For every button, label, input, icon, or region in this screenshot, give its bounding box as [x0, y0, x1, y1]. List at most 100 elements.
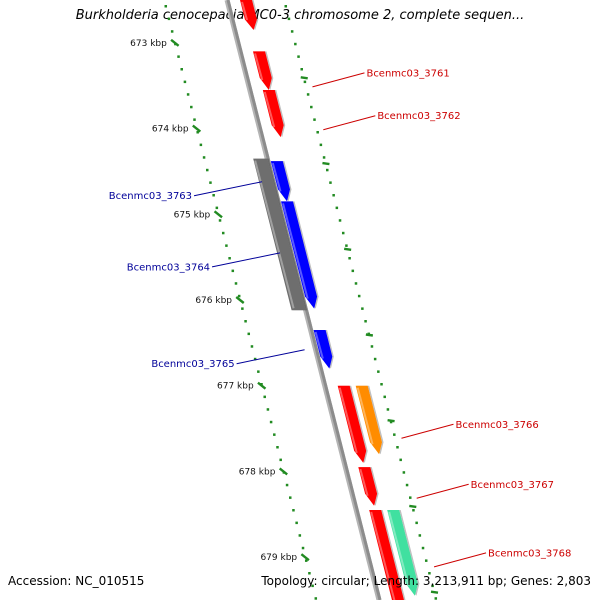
feature-highlight — [359, 468, 369, 496]
gene-label-bcenmc03-3764[interactable]: Bcenmc03_3764 — [127, 262, 210, 273]
kbp-tick-mark — [235, 296, 245, 304]
kbp-tick-label: 677 kbp — [217, 382, 254, 392]
feature-fwd-cds-10[interactable] — [358, 467, 378, 506]
gene-leader-line — [236, 349, 305, 365]
forward-ruler-dot — [329, 181, 332, 184]
feature-highlight — [254, 53, 264, 81]
feature-layer[interactable] — [240, 0, 418, 600]
feature-highlight — [388, 511, 410, 586]
forward-ruler-dot — [348, 257, 351, 260]
gene-leader-line — [193, 181, 263, 197]
forward-ruler-dot — [434, 597, 438, 600]
kbp-tick-mark — [213, 210, 223, 219]
forward-ruler-dot — [361, 307, 364, 310]
reverse-ruler-dot — [212, 194, 215, 197]
kbp-tick-label: 679 kbp — [260, 553, 297, 563]
forward-ruler-dot — [310, 105, 313, 109]
gene-label-bcenmc03-3766[interactable]: Bcenmc03_3766 — [455, 420, 538, 431]
reverse-ruler-dot — [234, 282, 238, 285]
feature-rev-cds-4[interactable] — [270, 161, 290, 202]
feature-highlight — [282, 203, 309, 299]
reverse-ruler-dot — [231, 269, 235, 273]
reverse-ruler-dot — [314, 597, 318, 600]
reverse-ruler-dot — [285, 483, 289, 487]
reverse-ruler-dot — [170, 30, 174, 33]
forward-ruler-dot — [370, 345, 374, 348]
gene-leader-line — [433, 552, 487, 568]
reverse-ruler-dot — [215, 206, 219, 210]
forward-ruler-dot — [424, 559, 428, 562]
forward-ruler-dot — [354, 282, 358, 285]
feature-rev-cds-5[interactable] — [281, 201, 318, 309]
feature-rev-pseudo-6[interactable] — [253, 158, 306, 311]
reverse-ruler-dot — [196, 131, 199, 134]
reverse-ruler-dot — [218, 219, 222, 222]
gene-leader-line — [401, 423, 454, 439]
reverse-ruler-dot — [177, 55, 180, 58]
forward-ruler-dot — [428, 572, 431, 575]
feature-highlight — [254, 160, 295, 309]
feature-rev-cds-7[interactable] — [313, 330, 333, 369]
reverse-ruler-dot — [304, 559, 308, 562]
reverse-ruler-dot — [301, 546, 305, 550]
gene-label-bcenmc03-3763[interactable]: Bcenmc03_3763 — [109, 191, 192, 202]
feature-fwd-extra-12[interactable] — [387, 510, 418, 596]
reverse-ruler-dot — [298, 534, 302, 537]
kbp-minor-tick — [387, 419, 395, 423]
feature-fwd-extra-9[interactable] — [355, 385, 382, 455]
gene-label-bcenmc03-3762[interactable]: Bcenmc03_3762 — [377, 111, 460, 122]
feature-fwd-cds-11[interactable] — [369, 510, 408, 600]
forward-ruler-dot — [332, 194, 335, 197]
forward-ruler-dot — [284, 5, 288, 8]
feature-fwd-cds-8[interactable] — [337, 385, 367, 463]
forward-ruler-dot — [313, 118, 316, 121]
forward-ruler-dot — [412, 509, 415, 512]
gene-leader-line — [211, 252, 281, 268]
forward-ruler-dot — [345, 244, 348, 247]
gene-leader-line — [416, 483, 469, 499]
forward-ruler-dot — [380, 383, 383, 386]
map-title: Burkholderia cenocepacia MC0-3 chromosom… — [75, 8, 525, 23]
kbp-tick-label: 674 kbp — [152, 125, 189, 135]
reverse-ruler-dot — [289, 496, 292, 499]
reverse-ruler-dot — [247, 332, 251, 336]
backbone-layer — [224, 0, 382, 600]
reverse-ruler-dot — [164, 5, 168, 8]
reverse-ruler-dot — [244, 320, 247, 323]
feature-fwd-cds-3[interactable] — [262, 90, 284, 138]
forward-ruler-dot — [396, 446, 399, 449]
forward-ruler-dot — [431, 584, 434, 588]
reverse-ruler-dot — [266, 408, 270, 411]
forward-ruler-dot — [351, 269, 355, 273]
kbp-minor-tick — [430, 590, 439, 594]
forward-ruler-dot — [393, 433, 396, 436]
reverse-ruler-dot — [295, 521, 298, 525]
feature-highlight — [263, 91, 276, 128]
reverse-ruler-dot — [225, 244, 228, 247]
kbp-minor-tick — [409, 504, 417, 509]
reverse-ruler-dot — [180, 68, 183, 71]
forward-ruler-dot — [409, 496, 412, 499]
kbp-tick-label: 678 kbp — [239, 467, 276, 477]
forward-ruler-dot — [341, 231, 345, 235]
forward-ruler-dot — [405, 483, 409, 487]
feature-highlight — [314, 331, 324, 359]
kbp-minor-tick — [365, 333, 374, 337]
label-layer[interactable]: Bcenmc03_3761 Bcenmc03_3762 Bcenmc03_3763 B… — [109, 68, 572, 568]
reverse-ruler-dot — [253, 357, 257, 361]
kbp-tick-mark — [170, 38, 180, 47]
feature-fwd-cds-2[interactable] — [253, 51, 272, 90]
gene-label-bcenmc03-3765[interactable]: Bcenmc03_3765 — [151, 359, 234, 370]
gene-label-bcenmc03-3767[interactable]: Bcenmc03_3767 — [471, 480, 554, 491]
feature-fwd-cds-1[interactable] — [240, 0, 257, 30]
forward-ruler-dot — [415, 521, 418, 525]
gene-leader-line — [312, 72, 365, 88]
accession-text: Accession: NC_010515 — [8, 574, 145, 588]
forward-ruler-dot — [377, 370, 380, 373]
gene-label-bcenmc03-3761[interactable]: Bcenmc03_3761 — [366, 68, 449, 79]
forward-ruler-dot — [399, 458, 402, 462]
gene-leader-line — [323, 115, 376, 131]
gene-label-bcenmc03-3768[interactable]: Bcenmc03_3768 — [488, 548, 571, 559]
reverse-ruler-dot — [209, 181, 212, 184]
